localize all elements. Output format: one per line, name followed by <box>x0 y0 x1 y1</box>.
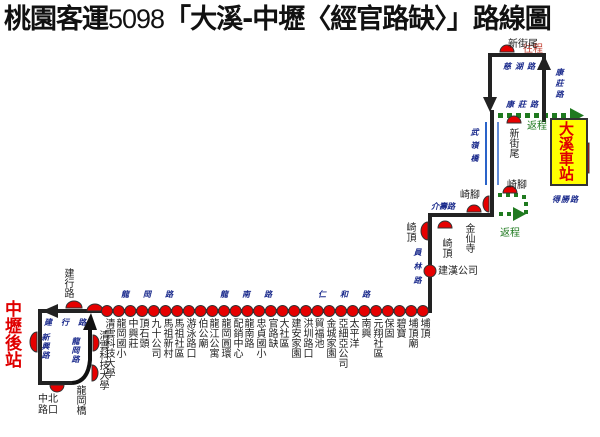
title-suffix: 路線圖 <box>472 4 552 35</box>
stop-label: 官路缺 <box>266 318 277 348</box>
daxi-terminal-box[interactable] <box>550 118 588 186</box>
stop-label: 龍岡圓環 <box>219 318 230 358</box>
stop-label: 馬祖社區 <box>172 318 183 358</box>
stop-label-jianhan: 建漢公司 <box>438 266 478 277</box>
stop-label: 龍岡國小 <box>114 318 125 358</box>
stop-label: 游泳路口 <box>184 318 195 358</box>
return-label-top: 返程 <box>527 121 547 132</box>
road-kangzhuang-v: 康莊路 <box>555 68 564 101</box>
arrow-up-diag-icon <box>83 313 97 330</box>
stop-label: 金城家園 <box>324 318 335 358</box>
road-desheng: 得勝路 <box>552 195 579 204</box>
stop-label: 南興 <box>359 318 370 338</box>
stop-jianhan <box>423 264 437 278</box>
road-jieshou: 介壽路 <box>431 202 455 211</box>
stop-label-qijiao-left: 崎腳 <box>460 190 480 201</box>
stop-label: 伯公廟 <box>196 318 207 348</box>
road-longgang-diag: 龍岡路 <box>71 337 80 364</box>
route-line <box>38 53 546 385</box>
stop-label: 埔頂 <box>418 318 429 338</box>
stop-label: 中興莊 <box>126 318 137 348</box>
stop-label: 大社區 <box>277 318 288 348</box>
page-title: 桃園客運5098「大溪-中壢〈經官路缺〉」路線圖 <box>4 1 600 39</box>
title-route-number: 5098 <box>108 4 165 34</box>
title-route-name: 「大溪-中壢〈經官路缺〉」 <box>164 4 474 35</box>
title-company: 桃園客運 <box>4 4 109 35</box>
road-yuanlin: 員林路 <box>413 248 422 290</box>
road-cihu: 慈湖路 <box>503 62 539 71</box>
stop-label: 頂石頭 <box>137 318 148 348</box>
stop-label-qiding-right: 崎頂 <box>440 238 451 258</box>
stop-label: 亞細亞公司 <box>336 318 347 368</box>
stop-label: 配銷中心 <box>231 318 242 358</box>
road-kangzhuang-h: 康莊路 <box>506 100 542 109</box>
road-xinxing: 新興路 <box>41 333 50 360</box>
return-label-mid: 返程 <box>500 228 520 239</box>
stop-label-qingyun-side: 清雲科技大學 <box>97 330 108 390</box>
stop-label-qiding-left: 崎頂 <box>404 222 415 242</box>
stop-label: 建安家園 <box>289 318 300 358</box>
stop-label: 忠貞國小 <box>254 318 265 358</box>
outbound-label: 往程 <box>523 44 543 55</box>
stop-label-jianxing: 建行路 <box>62 268 73 298</box>
stop-label: 龍南路 <box>242 318 253 348</box>
road-longgang: 龍岡路 <box>121 290 187 299</box>
stop-label: 太平洋 <box>347 318 358 348</box>
stop-label-qingyun-top: 清雲科技大學 <box>103 318 114 378</box>
arrow-up-icon <box>537 55 551 70</box>
stop-label-qijiao-right: 崎腳 <box>507 180 527 191</box>
stop-label: 碧寶 <box>394 318 405 338</box>
stop-label: 貿福池 <box>312 318 323 348</box>
stop-label: 九十公司 <box>149 318 160 358</box>
stop-label: 馬祖新村 <box>161 318 172 358</box>
stop-label: 元翔社區 <box>371 318 382 358</box>
stop-label-zhongbei: 中北路口 <box>38 394 58 416</box>
stop-label: 保固 <box>382 318 393 338</box>
road-wuling-bridge: 武嶺橋 <box>470 128 479 167</box>
stop-label-xinjiewei-top: 新街尾 <box>508 39 538 50</box>
zhongli-terminal-label: 中壢後站 <box>1 300 21 368</box>
stop-markers-bottom <box>101 305 429 317</box>
stop-label: 龍江公寓 <box>207 318 218 358</box>
longgang-diag-route <box>71 330 92 385</box>
road-jianxing-h: 建行路 <box>44 318 95 327</box>
stop-label: 洪圳路口 <box>301 318 312 358</box>
stop-label: 埔頂廟 <box>406 318 417 348</box>
return-path-mid <box>498 193 528 221</box>
stop-label-jinxiansi: 金仙寺 <box>463 223 474 253</box>
arrow-down-icon <box>483 97 497 112</box>
daxi-terminal-label: 大溪車站 <box>557 121 575 181</box>
stop-label-longgang-bridge: 龍岡橋 <box>74 385 85 415</box>
stop-label-xinjiewei: 新街尾 <box>507 128 518 158</box>
road-longnan: 龍南路 <box>220 290 286 299</box>
road-renhe: 仁和路 <box>318 290 384 299</box>
arrow-left-icon <box>42 304 58 318</box>
